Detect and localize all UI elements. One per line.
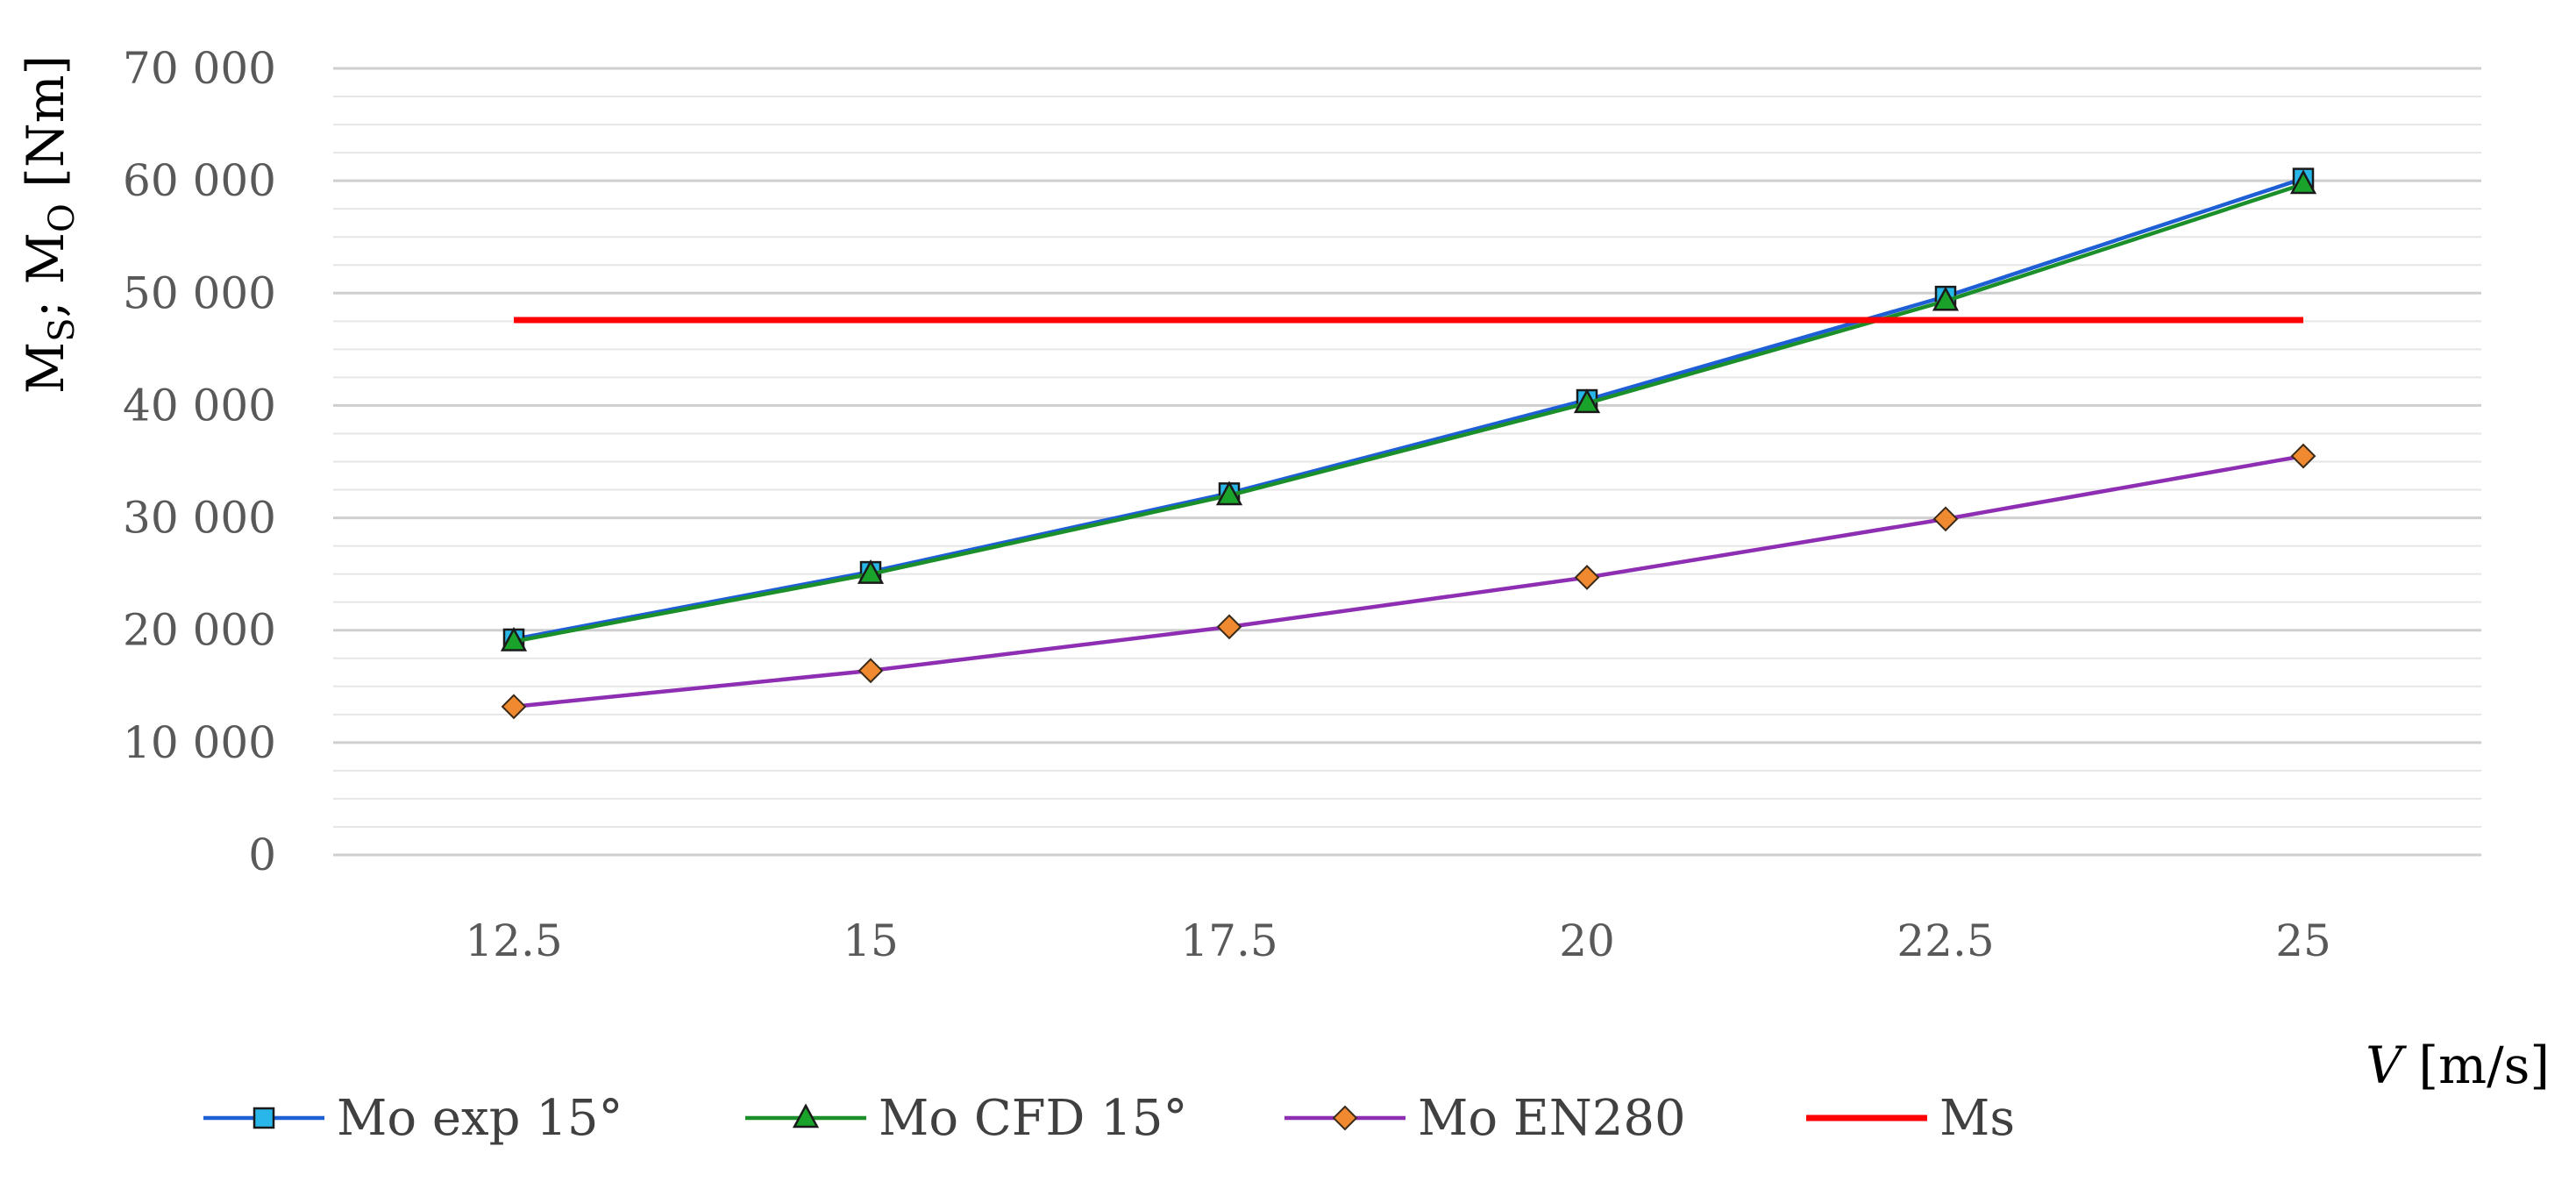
x-axis-ticks: 12.5 15 17.5 20 22.5 25 xyxy=(465,915,2330,966)
data-point-marker xyxy=(857,559,885,584)
legend-label: Ms xyxy=(1939,1090,2015,1147)
data-point-marker xyxy=(1574,565,1600,590)
grid xyxy=(333,67,2481,857)
data-point-marker xyxy=(1215,481,1243,506)
y-axis-title-mo-sub: O xyxy=(42,203,82,232)
y-axis-title: MS; MO [Nm] xyxy=(16,55,82,394)
legend-label: Mo exp 15° xyxy=(337,1090,623,1147)
series-line xyxy=(513,182,2304,644)
y-tick-label: 0 xyxy=(248,830,276,880)
x-tick-label: 25 xyxy=(2275,915,2331,966)
series-line xyxy=(513,176,2304,642)
series-2 xyxy=(501,443,2316,720)
x-tick-label: 17.5 xyxy=(1180,915,1277,966)
data-point-marker xyxy=(1573,388,1601,414)
x-tick-label: 12.5 xyxy=(465,915,562,966)
data-point-marker xyxy=(857,658,884,684)
x-axis-title-unit: [m/s] xyxy=(2402,1036,2550,1095)
legend-item: Mo CFD 15° xyxy=(745,1090,1188,1147)
data-point-marker xyxy=(1932,286,1960,311)
y-tick-label: 10 000 xyxy=(123,717,276,768)
x-tick-label: 22.5 xyxy=(1896,915,1994,966)
legend-label: Mo CFD 15° xyxy=(879,1090,1188,1147)
data-point-marker xyxy=(1932,506,1959,532)
data-point-marker xyxy=(1216,614,1242,640)
y-tick-label: 70 000 xyxy=(123,43,276,94)
legend-swatch-marker xyxy=(1332,1105,1358,1131)
data-point-marker xyxy=(2289,169,2317,195)
x-axis-title: V [m/s] xyxy=(2366,1036,2550,1095)
y-tick-label: 40 000 xyxy=(123,380,276,431)
legend-item: Ms xyxy=(1806,1090,2015,1147)
series-1 xyxy=(500,169,2317,652)
y-tick-label: 20 000 xyxy=(123,605,276,656)
y-axis-title-ms: M xyxy=(16,342,75,394)
y-axis-title-unit: [Nm] xyxy=(16,55,75,203)
data-point-marker xyxy=(2290,443,2316,469)
y-axis-title-ms-sub: S xyxy=(42,317,82,341)
y-tick-label: 50 000 xyxy=(123,267,276,318)
y-tick-label: 30 000 xyxy=(123,493,276,544)
legend-item: Mo exp 15° xyxy=(203,1090,623,1147)
y-axis-ticks: 0 10 000 20 000 30 000 40 000 50 000 60 000 70 … xyxy=(123,43,276,880)
x-axis-title-var: V xyxy=(2366,1036,2407,1095)
plot-series xyxy=(500,167,2317,720)
legend-swatch-marker xyxy=(253,1107,275,1129)
data-point-marker xyxy=(501,694,527,720)
x-tick-label: 15 xyxy=(843,915,899,966)
y-axis-title-mid: ; M xyxy=(16,232,75,317)
legend-swatch-marker xyxy=(792,1103,820,1129)
legend: Mo exp 15° Mo CFD 15° Mo EN280 Ms xyxy=(203,1090,2015,1147)
x-tick-label: 20 xyxy=(1559,915,1615,966)
series-0 xyxy=(502,167,2315,651)
y-tick-label: 60 000 xyxy=(123,155,276,206)
legend-item: Mo EN280 xyxy=(1284,1090,1686,1147)
legend-label: Mo EN280 xyxy=(1418,1090,1686,1147)
series-line xyxy=(513,453,2304,709)
data-point-marker xyxy=(500,626,528,652)
